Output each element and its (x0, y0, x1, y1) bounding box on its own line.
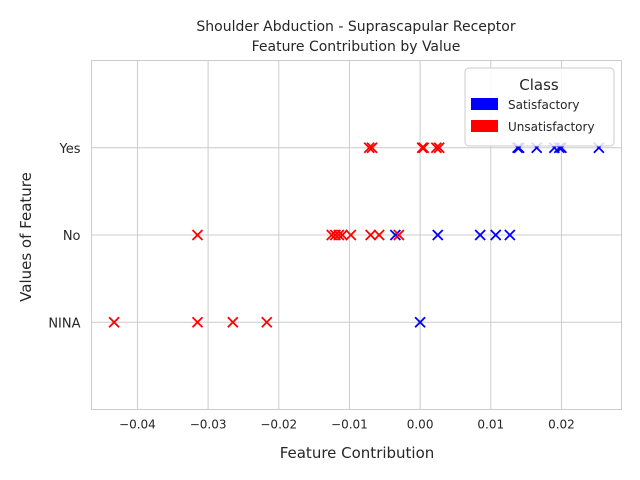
point-marker-unsatisfactory (333, 229, 345, 241)
point-marker-unsatisfactory (363, 142, 375, 154)
legend-swatch-satisfactory (471, 98, 498, 110)
y-axis-label: Values of Feature (17, 172, 35, 302)
point-marker-unsatisfactory (336, 229, 349, 241)
marker-stroke (363, 142, 375, 154)
x-tick-label: 0.02 (548, 418, 575, 432)
point-marker-unsatisfactory (108, 316, 120, 328)
plot-area-frame (91, 60, 622, 410)
marker-stroke (389, 229, 402, 241)
marker-stroke (366, 142, 378, 154)
marker-stroke (393, 229, 405, 241)
point-marker-satisfactory (490, 229, 502, 241)
point-marker-unsatisfactory (433, 142, 445, 154)
y-tick-labels: NINA No Yes (48, 142, 80, 332)
marker-stroke (345, 229, 357, 241)
legend-label-satisfactory: Satisfactory (508, 98, 580, 112)
point-marker-unsatisfactory (345, 229, 357, 241)
x-tick-label: −0.01 (331, 418, 368, 432)
point-marker-satisfactory (414, 316, 426, 328)
legend-label-unsatisfactory: Unsatisfactory (508, 120, 595, 134)
y-tick-label: No (63, 229, 81, 244)
marker-stroke (416, 142, 428, 154)
legend-title: Class (519, 76, 559, 94)
marker-stroke (191, 316, 204, 328)
legend-box (464, 67, 615, 147)
point-marker-unsatisfactory (366, 142, 378, 154)
marker-stroke (108, 316, 120, 328)
legend: Class Satisfactory Unsatisfactory (464, 67, 615, 147)
point-marker-unsatisfactory (393, 229, 405, 241)
point-marker-unsatisfactory (416, 142, 428, 154)
marker-stroke (490, 229, 502, 241)
y-tick-label: Yes (59, 142, 81, 157)
marker-stroke (333, 229, 345, 241)
marker-stroke (474, 229, 486, 241)
point-marker-satisfactory (474, 229, 486, 241)
marker-stroke (430, 142, 442, 154)
point-marker-unsatisfactory (191, 229, 204, 241)
point-marker-unsatisfactory (227, 316, 239, 328)
point-marker-unsatisfactory (430, 142, 442, 154)
marker-stroke (504, 229, 516, 241)
point-marker-satisfactory (389, 229, 402, 241)
marker-stroke (227, 316, 239, 328)
gridlines (91, 60, 622, 410)
point-marker-unsatisfactory (373, 229, 385, 241)
marker-stroke (417, 142, 430, 154)
marker-stroke (432, 229, 444, 241)
x-tick-label: 0.01 (477, 418, 504, 432)
x-tick-label: −0.03 (190, 418, 227, 432)
chart-title-line2: Feature Contribution by Value (252, 39, 461, 55)
marker-stroke (191, 229, 204, 241)
marker-stroke (414, 316, 426, 328)
point-marker-unsatisfactory (261, 316, 273, 328)
x-tick-label: −0.04 (119, 418, 156, 432)
chart-title-line1: Shoulder Abduction - Suprascapular Recep… (196, 19, 515, 35)
marker-stroke (261, 316, 273, 328)
marker-stroke (373, 229, 385, 241)
legend-swatch-unsatisfactory (471, 120, 498, 132)
x-tick-labels: −0.04 −0.03 −0.02 −0.01 0.00 0.01 0.02 (119, 418, 575, 432)
marker-stroke (364, 229, 377, 241)
marker-stroke (433, 142, 445, 154)
x-tick-label: −0.02 (260, 418, 297, 432)
point-marker-satisfactory (504, 229, 516, 241)
point-marker-unsatisfactory (364, 229, 377, 241)
point-marker-satisfactory (432, 229, 444, 241)
x-axis-label: Feature Contribution (280, 444, 435, 462)
point-marker-unsatisfactory (417, 142, 430, 154)
point-marker-unsatisfactory (191, 316, 204, 328)
marker-stroke (336, 229, 349, 241)
y-tick-label: NINA (48, 316, 80, 331)
x-tick-label: 0.00 (407, 418, 434, 432)
